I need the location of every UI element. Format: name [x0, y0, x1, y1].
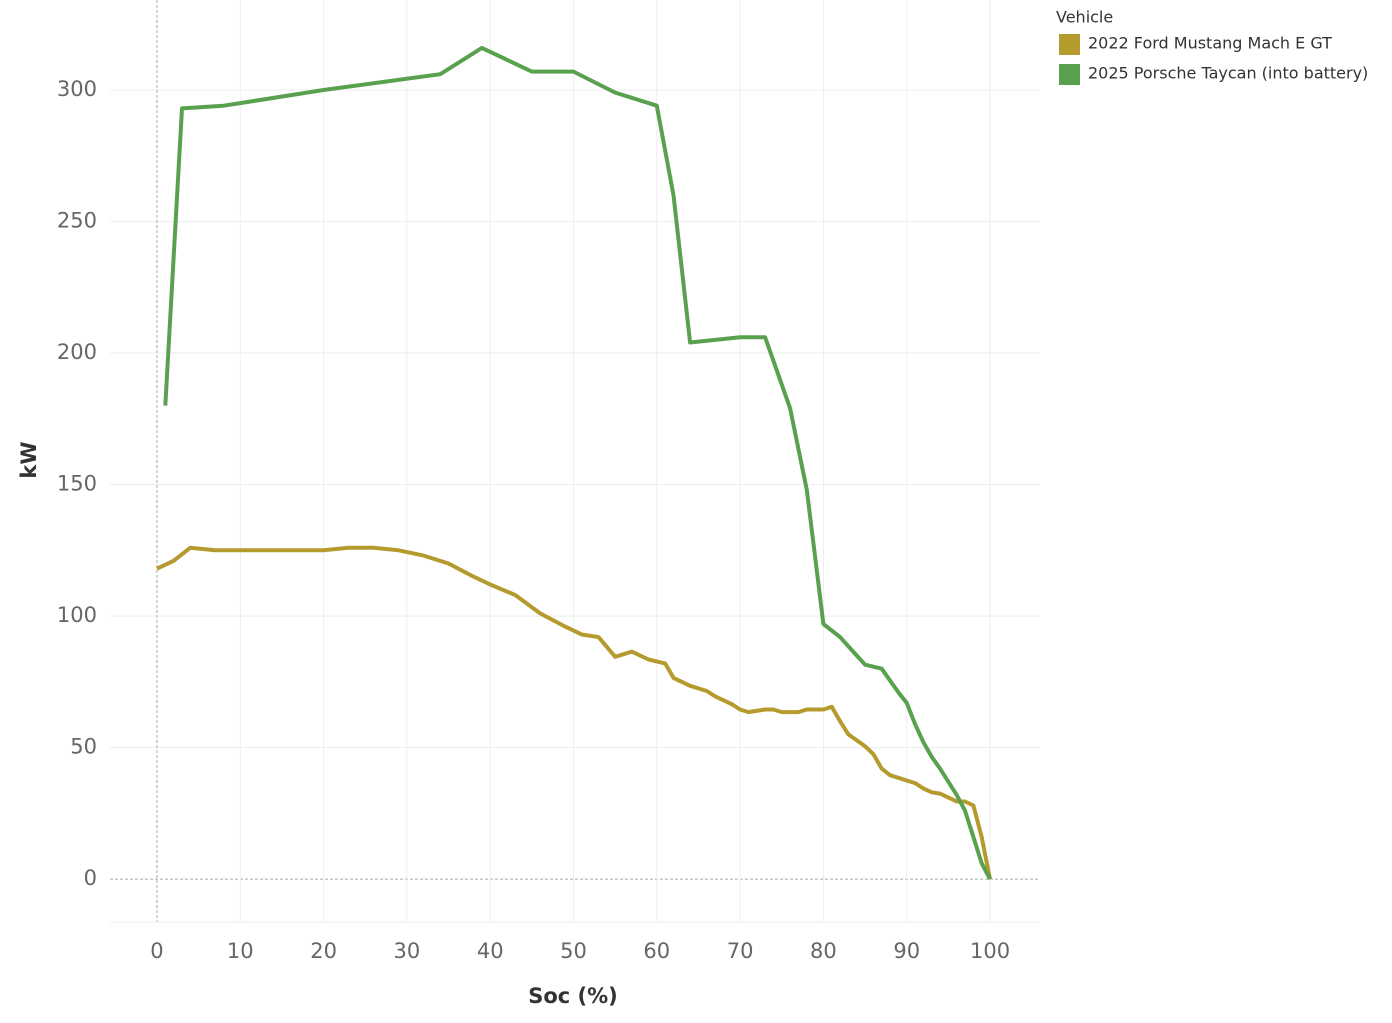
x-tick-label: 50 — [560, 939, 587, 963]
x-tick-label: 10 — [227, 939, 254, 963]
y-tick-label: 150 — [57, 472, 97, 496]
legend-label: 2022 Ford Mustang Mach E GT — [1088, 34, 1332, 53]
y-tick-label: 300 — [57, 77, 97, 101]
x-tick-label: 0 — [150, 939, 163, 963]
x-tick-label: 40 — [477, 939, 504, 963]
x-tick-label: 90 — [893, 939, 920, 963]
series-line — [156, 545, 992, 880]
x-tick-label: 70 — [727, 939, 754, 963]
legend-title: Vehicle — [1056, 8, 1113, 27]
x-tick-label: 100 — [970, 939, 1010, 963]
series-line — [163, 45, 992, 881]
x-tick-label: 60 — [643, 939, 670, 963]
y-axis-title: kW — [17, 441, 41, 478]
x-tick-label: 20 — [310, 939, 337, 963]
legend-swatch — [1059, 64, 1080, 85]
y-tick-label: 50 — [70, 735, 97, 759]
y-tick-label: 250 — [57, 208, 97, 232]
legend-swatch — [1059, 34, 1080, 55]
x-axis-title: Soc (%) — [528, 984, 618, 1008]
x-tick-label: 80 — [810, 939, 837, 963]
y-tick-label: 100 — [57, 603, 97, 627]
x-tick-label: 30 — [394, 939, 421, 963]
legend-label: 2025 Porsche Taycan (into battery) — [1088, 64, 1368, 83]
y-tick-label: 0 — [84, 866, 97, 890]
y-tick-label: 200 — [57, 340, 97, 364]
